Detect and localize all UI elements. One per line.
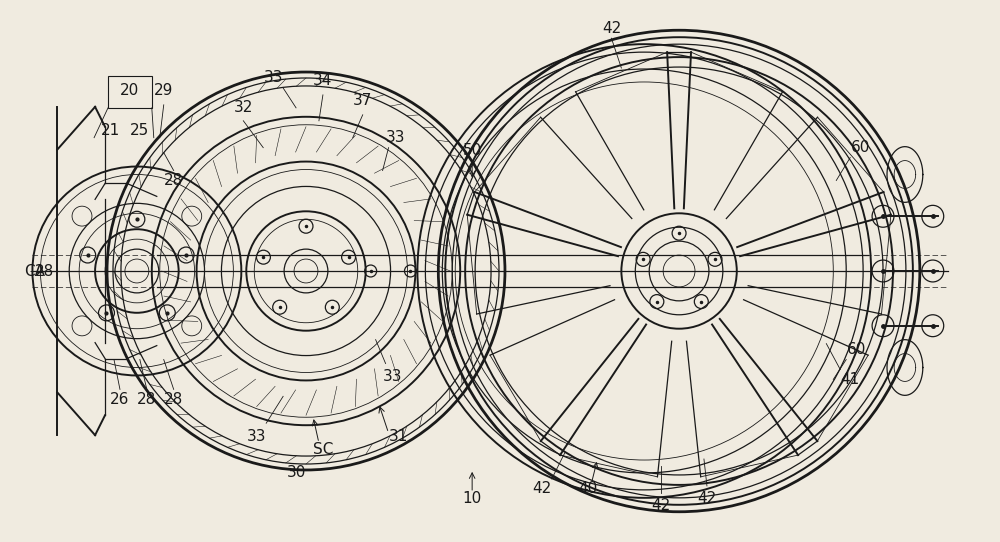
Text: 33: 33 [383,369,402,384]
Text: 28: 28 [164,392,183,407]
Text: 31: 31 [389,429,408,444]
Text: 10: 10 [463,492,482,506]
Text: 41: 41 [841,372,860,387]
Text: 30: 30 [286,466,306,480]
Text: 21: 21 [100,123,120,138]
Text: 42: 42 [602,21,621,36]
Text: 33: 33 [263,70,283,86]
Text: 34: 34 [313,74,333,88]
Text: 37: 37 [353,93,372,108]
Text: 42: 42 [652,498,671,513]
Text: 28: 28 [137,392,156,407]
Text: 32: 32 [234,100,253,115]
Text: 28: 28 [35,263,54,279]
Text: 20: 20 [120,83,140,99]
Bar [108,76,152,108]
Text: 50: 50 [463,143,482,158]
Text: SC: SC [313,442,333,456]
Text: 60: 60 [846,342,866,357]
Text: 60: 60 [850,140,870,155]
Text: 42: 42 [532,481,551,496]
Text: 42: 42 [697,492,717,506]
Text: 33: 33 [247,429,266,444]
Text: 33: 33 [386,130,405,145]
Text: 25: 25 [130,123,149,138]
Text: 26: 26 [110,392,130,407]
Text: CA: CA [24,263,45,279]
Text: 28: 28 [164,173,183,188]
Text: 40: 40 [578,481,597,496]
Text: 29: 29 [154,83,173,99]
